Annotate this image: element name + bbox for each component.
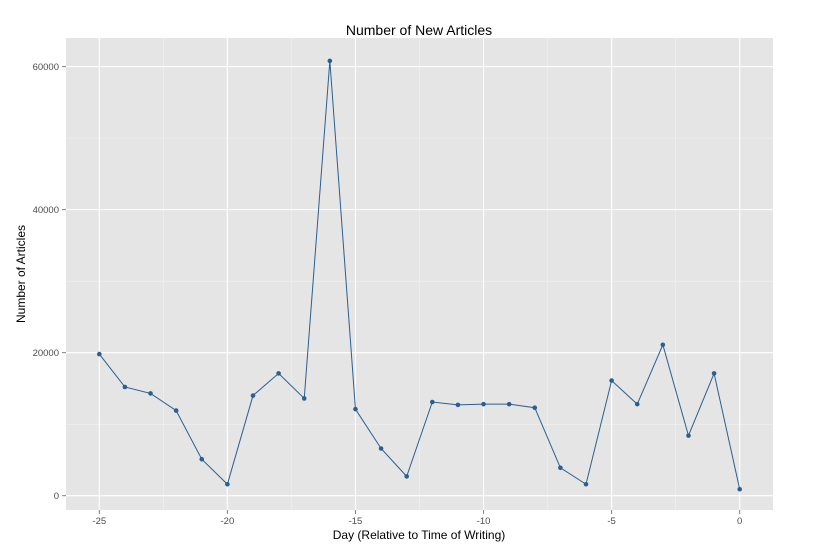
data-point <box>148 391 153 396</box>
data-point <box>686 433 691 438</box>
data-point <box>558 465 563 471</box>
chart-title: Number of New Articles <box>346 22 492 38</box>
data-point <box>250 393 256 398</box>
data-point <box>97 351 102 357</box>
data-point <box>327 58 333 64</box>
data-point <box>353 406 358 412</box>
y-tick-label: 20000 <box>33 348 59 359</box>
data-point <box>737 486 742 492</box>
x-tick-label: -15 <box>349 516 363 527</box>
data-point <box>609 378 614 383</box>
data-point <box>404 474 409 479</box>
major-gridlines <box>66 38 773 510</box>
data-point <box>378 446 384 451</box>
data-point <box>455 402 461 408</box>
y-axis-ticks: 0 20000 40000 60000 <box>33 62 66 502</box>
data-point <box>506 401 512 407</box>
x-tick-label: 0 <box>737 516 742 527</box>
series-layer <box>97 58 742 492</box>
x-axis-ticks: -25 -20 -15 -10 -5 0 <box>92 510 742 527</box>
data-point <box>301 396 307 401</box>
x-tick-label: -5 <box>607 516 615 527</box>
data-point <box>276 371 281 376</box>
x-tick-label: -20 <box>221 516 235 527</box>
y-axis-label: Number of Articles <box>14 225 28 323</box>
data-point <box>122 384 128 390</box>
data-point <box>481 401 486 407</box>
data-point <box>430 399 435 405</box>
data-point <box>225 481 230 487</box>
y-tick-label: 60000 <box>33 62 59 73</box>
data-point <box>660 342 666 348</box>
data-point <box>199 456 205 462</box>
data-point <box>532 405 538 411</box>
data-point <box>173 408 179 413</box>
y-tick-label: 40000 <box>33 205 59 216</box>
data-point <box>711 371 717 376</box>
y-tick-label: 0 <box>54 491 59 502</box>
series-line <box>98 60 741 490</box>
x-axis-label: Day (Relative to Time of Writing) <box>333 528 506 542</box>
data-point <box>634 401 640 407</box>
minor-gridlines <box>66 38 773 510</box>
data-point <box>583 481 589 487</box>
x-tick-label: -10 <box>477 516 491 527</box>
x-tick-label: -25 <box>92 516 106 527</box>
